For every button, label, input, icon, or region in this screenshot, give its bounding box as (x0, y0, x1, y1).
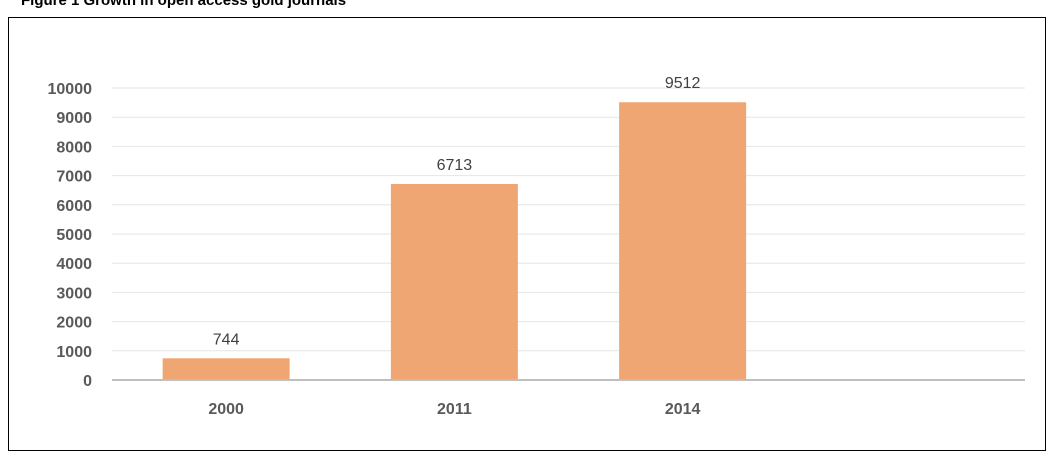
bar-2011 (390, 183, 518, 380)
data-label-2000: 744 (213, 331, 240, 348)
y-tick-label: 6000 (56, 198, 92, 215)
y-tick-label: 5000 (56, 227, 92, 244)
bar-2000 (162, 358, 290, 380)
y-tick-label: 8000 (56, 139, 92, 156)
x-tick-label-2000: 2000 (208, 401, 244, 418)
labels: 0 1000 2000 3000 4000 5000 6000 7000 8000 9000 100… (48, 75, 701, 418)
y-tick-label: 1000 (56, 344, 92, 361)
figure-title: Figure 1 Growth in open access gold jour… (21, 0, 347, 9)
bar-2014 (619, 102, 747, 380)
y-tick-label: 10000 (48, 81, 93, 98)
data-label-2011: 6713 (437, 157, 473, 174)
y-tick-label: 3000 (56, 285, 92, 302)
gridlines (112, 87, 1025, 352)
y-tick-label: 0 (83, 373, 92, 390)
data-label-2014: 9512 (665, 75, 701, 92)
y-tick-label: 4000 (56, 256, 92, 273)
y-tick-label: 2000 (56, 315, 92, 332)
x-tick-label-2014: 2014 (665, 401, 701, 418)
bars (162, 102, 747, 380)
x-tick-label-2011: 2011 (437, 401, 472, 418)
y-tick-label: 7000 (56, 169, 92, 186)
y-tick-label: 9000 (56, 110, 92, 127)
